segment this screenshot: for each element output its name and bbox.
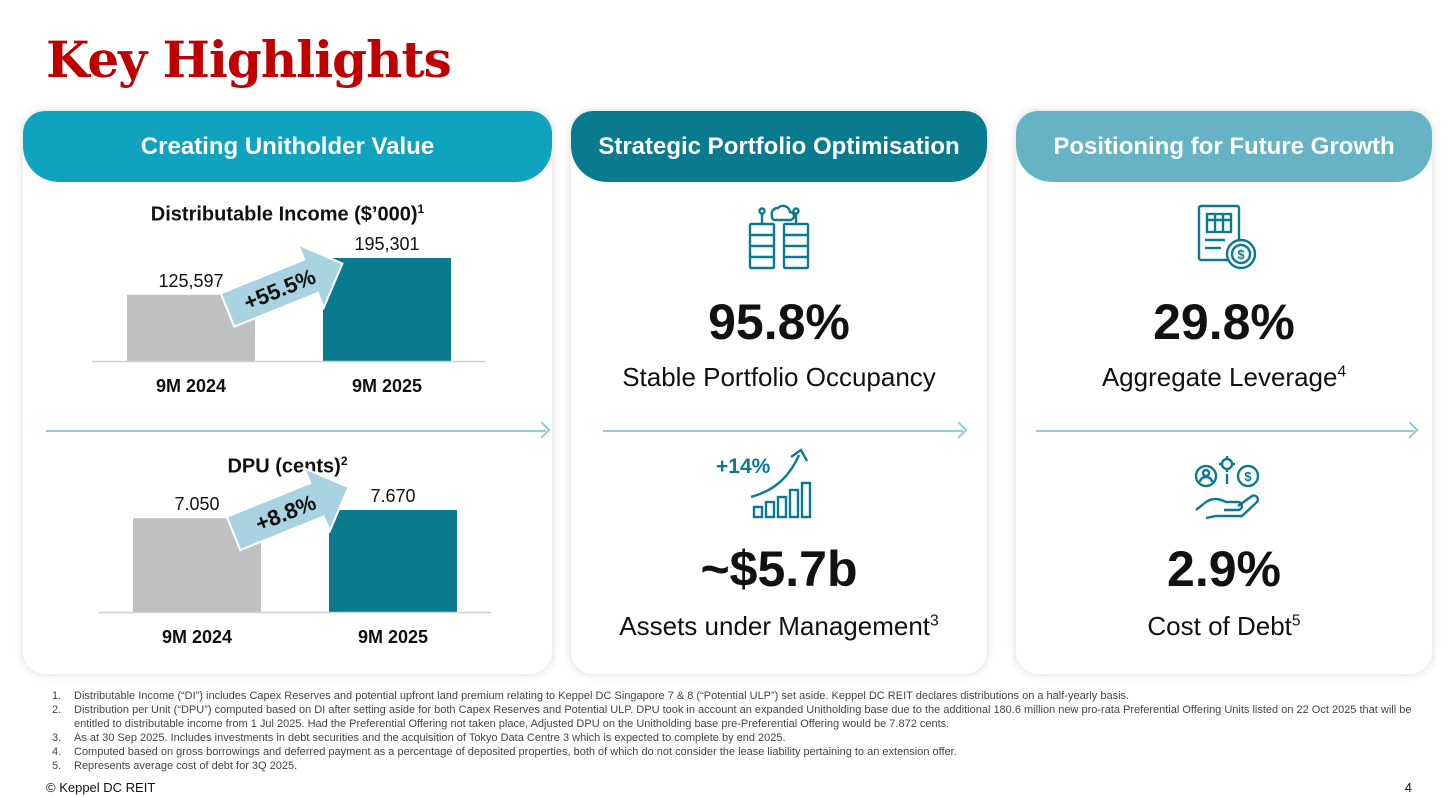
- growth-arrow-shape: [225, 466, 350, 552]
- chart-title: DPU (cents)2: [227, 454, 348, 478]
- occupancy-label: Stable Portfolio Occupancy: [622, 362, 936, 392]
- bar-9m-2025: [329, 510, 457, 612]
- aum-label: Assets under Management3: [619, 611, 939, 641]
- occupancy-value: 95.8%: [708, 294, 850, 350]
- growth-arrow-shape: [219, 242, 344, 328]
- panel-unitholder-value: Creating Unitholder Value Distributable …: [23, 111, 552, 674]
- footnote: 2. Distribution per Unit (“DPU”) computed…: [52, 704, 1412, 730]
- growth-arrow: +8.8%: [225, 466, 350, 552]
- cost-of-debt-label: Cost of Debt5: [1147, 611, 1301, 641]
- panel-header: Strategic Portfolio Optimisation: [571, 111, 987, 182]
- bar-value-label: 7.670: [370, 486, 415, 506]
- footnote: 1. Distributable Income (“DI”) includes C…: [52, 690, 1130, 702]
- category-label: 9M 2024: [162, 627, 232, 647]
- aum-growth-badge: +14%: [716, 455, 771, 478]
- leverage-label: Aggregate Leverage4: [1101, 362, 1347, 392]
- chart-title: Distributable Income ($’000)1: [150, 202, 425, 226]
- section-divider: [1036, 430, 1414, 432]
- aum-value: ~$5.7b: [700, 541, 858, 597]
- page-number: 4: [1404, 780, 1412, 795]
- category-label: 9M 2025: [358, 627, 428, 647]
- svg-text:$: $: [1237, 247, 1245, 262]
- section-divider: [46, 430, 546, 432]
- footnote: 3. As at 30 Sep 2025. Includes investment…: [52, 732, 786, 744]
- page-title: Key Highlights: [46, 30, 452, 89]
- panel-header: Positioning for Future Growth: [1016, 111, 1432, 182]
- panel-header: Creating Unitholder Value: [23, 111, 552, 182]
- document-dollar-icon: $: [1197, 204, 1257, 270]
- section-divider: [603, 430, 963, 432]
- cost-of-debt-value: 2.9%: [1167, 541, 1281, 597]
- footnote: 4. Computed based on gross borrowings and…: [52, 746, 957, 758]
- category-label: 9M 2025: [352, 376, 422, 396]
- category-label: 9M 2024: [156, 376, 226, 396]
- dpu-chart: 7.050 9M 2024 7.670 9M 2025 +8.8%: [98, 466, 491, 647]
- footnote: 5. Represents average cost of debt for 3Q…: [52, 760, 298, 772]
- panel-portfolio-optimisation: Strategic Portfolio Optimisation 95.8% S…: [571, 111, 987, 674]
- svg-text:$: $: [1244, 469, 1252, 484]
- bar-value-label: 125,597: [158, 271, 223, 291]
- bar-9m-2025: [323, 258, 451, 361]
- panel-future-growth: Positioning for Future Growth $ 29.8% Ag…: [1016, 111, 1432, 674]
- growth-chart-arrow-icon: [750, 448, 812, 519]
- hand-finance-icon: $: [1194, 456, 1260, 520]
- copyright: © Keppel DC REIT: [46, 780, 156, 795]
- bar-value-label: 195,301: [354, 234, 419, 254]
- footnotes: 1. Distributable Income (“DI”) includes C…: [52, 689, 1422, 773]
- data-centre-cloud-icon: [748, 204, 810, 270]
- leverage-value: 29.8%: [1153, 294, 1295, 350]
- bar-value-label: 7.050: [174, 494, 219, 514]
